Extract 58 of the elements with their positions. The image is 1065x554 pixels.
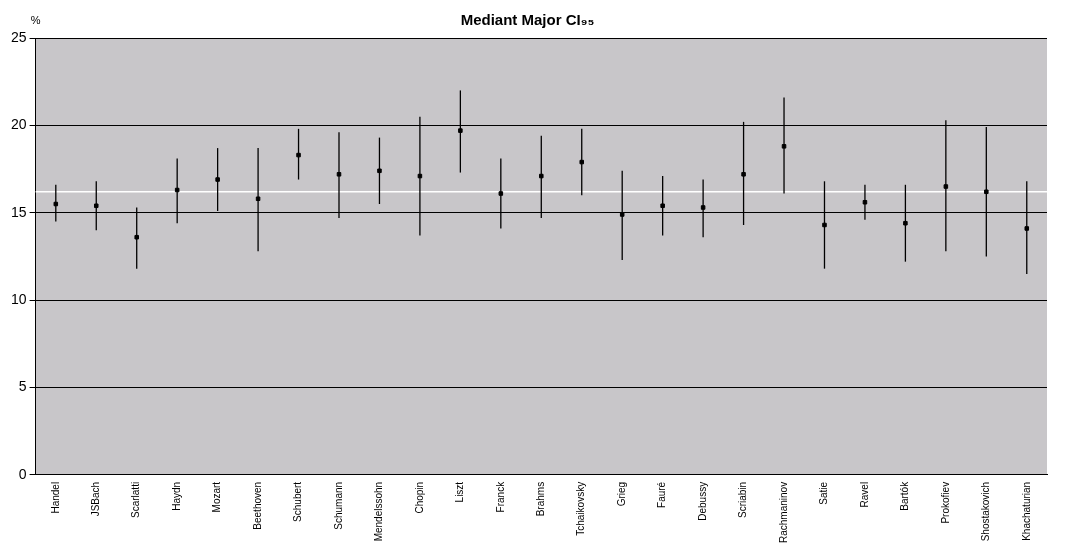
y-tick-label: 0 [18, 465, 27, 482]
point [336, 172, 342, 177]
point [417, 173, 423, 179]
x-tick-label: Haydn [170, 481, 182, 511]
x-tick-label: Bartók [899, 480, 911, 511]
y-tick-label: 10 [10, 290, 27, 307]
y-axis-title: % [30, 14, 41, 26]
x-tick-label: Mozart [211, 481, 223, 513]
x-tick-label: Mendelssohn [373, 481, 385, 542]
x-tick-label: Handel [49, 481, 61, 514]
point [660, 203, 665, 209]
x-tick-label: Tchaikovsky [575, 481, 587, 536]
point [174, 187, 180, 193]
x-tick-label: Debussy [696, 481, 708, 521]
point [700, 205, 706, 210]
x-tick-label: Scarlatti [130, 481, 142, 518]
x-tick-label: Beethoven [251, 481, 263, 530]
y-tick-label: 15 [10, 203, 27, 220]
x-tick-label: Rachmaninov [777, 481, 789, 544]
x-tick-label: Franck [494, 480, 506, 513]
point [822, 222, 827, 228]
point [93, 203, 99, 209]
y-tick-label: 25 [10, 28, 27, 45]
x-tick-label: Satie [818, 481, 830, 505]
point [296, 152, 301, 158]
x-tick-label: Brahms [535, 481, 547, 517]
point [741, 172, 746, 177]
point [458, 128, 463, 133]
y-tick-label: 20 [10, 116, 27, 133]
point [255, 196, 261, 202]
chart-title: Mediant Major CI₉₅ [460, 11, 595, 29]
point [984, 189, 989, 195]
point [862, 199, 868, 205]
x-tick-label: Khachaturian [1020, 481, 1032, 541]
x-tick-label: Fauré [656, 481, 668, 508]
point [53, 201, 59, 207]
point [377, 168, 382, 174]
x-tick-label: Chopin [413, 481, 425, 514]
point [1024, 226, 1030, 231]
x-tick-label: Ravel [858, 481, 870, 508]
point [619, 212, 625, 217]
x-tick-label: Scriabin [737, 481, 749, 518]
point [903, 220, 908, 226]
x-tick-label: Prokofiev [939, 481, 951, 524]
point [943, 184, 949, 189]
point [781, 144, 787, 149]
y-tick-label: 5 [18, 378, 27, 395]
x-tick-label: Schubert [292, 481, 304, 522]
x-tick-label: Schumann [332, 481, 344, 530]
point [134, 234, 139, 240]
point [579, 159, 585, 165]
point [539, 173, 544, 179]
x-tick-label: Liszt [454, 481, 466, 503]
x-tick-label: JSBach [90, 481, 102, 517]
x-tick-label: Shostakovich [980, 481, 992, 542]
point [215, 177, 220, 182]
x-tick-label: Grieg [615, 481, 627, 507]
point [498, 191, 504, 196]
